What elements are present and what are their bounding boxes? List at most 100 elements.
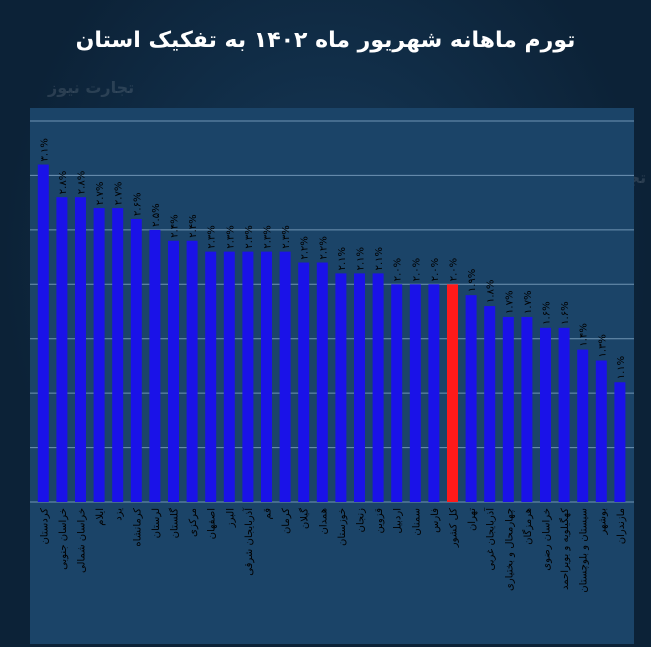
value-label-14: ۲.۳% [281, 225, 292, 248]
value-label-5: ۲.۷% [114, 182, 125, 205]
value-label-3: ۲.۸% [77, 171, 88, 194]
bar-20 [391, 284, 403, 502]
category-label-22: فارس [430, 508, 441, 533]
value-label-27: ۱.۷% [523, 291, 534, 314]
bar-23 [447, 284, 458, 502]
value-label-6: ۲.۶% [132, 193, 143, 216]
value-label-12: ۲.۳% [244, 225, 255, 248]
category-label-1: کردستان [39, 508, 50, 545]
value-label-11: ۲.۳% [225, 225, 236, 248]
value-label-20: ۲.۰% [393, 258, 404, 281]
chart-title: تورم ماهانه شهریور ماه ۱۴۰۲ به تفکیک است… [75, 28, 576, 53]
category-label-18: زنجان [356, 508, 367, 533]
value-label-1: ۳.۱% [39, 138, 50, 161]
bar-14 [279, 251, 291, 502]
value-label-7: ۲.۵% [151, 203, 162, 226]
bar-2 [56, 197, 68, 502]
value-label-26: ۱.۷% [504, 291, 515, 314]
category-label-28: خراسان رضوی [542, 508, 553, 571]
bar-27 [521, 316, 533, 502]
bar-10 [205, 251, 217, 502]
bar-11 [223, 251, 235, 502]
bar-26 [502, 316, 514, 502]
category-label-14: کرمان [281, 508, 292, 534]
category-label-24: تهران [467, 508, 478, 531]
value-label-29: ۱.۶% [560, 301, 571, 324]
value-label-30: ۱.۴% [579, 323, 590, 346]
category-label-7: لرستان [151, 508, 162, 538]
watermark-top: تجارت نیوز [48, 78, 135, 97]
bar-25 [484, 306, 496, 502]
bar-7 [149, 229, 161, 502]
value-label-18: ۲.۱% [356, 247, 367, 270]
value-label-16: ۲.۲% [318, 236, 329, 259]
bar-17 [335, 273, 347, 502]
bar-29 [558, 327, 570, 502]
value-label-28: ۱.۶% [542, 301, 553, 324]
category-label-17: خوزستان [337, 508, 348, 546]
bar-1 [37, 164, 49, 503]
category-label-21: سمنان [411, 508, 422, 536]
category-label-19: قزوین [374, 508, 385, 534]
bar-21 [409, 284, 421, 502]
category-label-3: خراسان شمالی [77, 508, 88, 573]
bar-9 [186, 240, 198, 502]
bar-32 [614, 382, 626, 502]
value-label-2: ۲.۸% [58, 171, 69, 194]
bar-16 [316, 262, 328, 502]
category-label-25: آذربایجان غربی [484, 507, 497, 571]
bar-chart: ۳.۱% کردستان ۲.۸% خراسان جنوبی ۲.۸% خراسان شم… [30, 120, 634, 593]
value-label-32: ۱.۱% [616, 356, 627, 379]
value-label-23: ۲.۰% [449, 258, 460, 281]
bar-5 [112, 208, 124, 502]
value-label-13: ۲.۳% [263, 225, 274, 248]
value-label-9: ۲.۴% [188, 214, 199, 237]
value-label-31: ۱.۳% [597, 334, 608, 357]
value-label-19: ۲.۱% [374, 247, 385, 270]
category-label-32: مازندران [616, 508, 627, 544]
category-label-5: یزد [114, 508, 125, 521]
plot-area: ۳.۱% کردستان ۲.۸% خراسان جنوبی ۲.۸% خراسان شم… [30, 108, 634, 644]
bar-4 [93, 208, 105, 502]
category-label-27: هرمزگان [522, 508, 534, 545]
bar-28 [540, 327, 551, 502]
bar-24 [465, 295, 477, 502]
value-label-22: ۲.۰% [430, 258, 441, 281]
category-label-16: همدان [318, 508, 329, 534]
category-label-29: کهگیلویه و بویراحمد [559, 508, 571, 590]
category-label-11: البرز [225, 508, 236, 528]
bar-30 [577, 349, 589, 502]
category-label-12: آذربایجان شرقی [242, 507, 255, 576]
value-label-21: ۲.۰% [411, 258, 422, 281]
category-label-30: سیستان و بلوچستان [579, 508, 590, 593]
value-label-15: ۲.۲% [300, 236, 311, 259]
bar-13 [261, 251, 272, 502]
category-label-13: قم [263, 508, 274, 520]
value-label-8: ۲.۴% [170, 214, 181, 237]
category-label-31: بوشهر [597, 508, 608, 535]
bar-12 [242, 251, 254, 502]
category-label-9: مرکزی [188, 508, 199, 537]
category-label-26: چهارمحال و بختیاری [504, 508, 515, 591]
value-label-4: ۲.۷% [95, 182, 106, 205]
bar-22 [428, 284, 440, 502]
category-label-10: اصفهان [207, 508, 218, 539]
bar-15 [298, 262, 310, 502]
category-label-4: ایلام [95, 508, 106, 526]
category-label-6: کرمانشاه [132, 508, 143, 547]
category-label-15: گیلان [299, 508, 311, 529]
category-label-8: گلستان [169, 508, 181, 539]
bar-6 [130, 218, 142, 502]
value-label-24: ۱.۹% [467, 269, 478, 292]
value-label-10: ۲.۳% [207, 225, 218, 248]
bar-3 [75, 197, 86, 502]
bar-8 [168, 240, 179, 502]
category-label-2: خراسان جنوبی [58, 508, 69, 570]
category-label-20: اردبیل [393, 508, 404, 533]
bar-31 [595, 360, 607, 502]
bar-18 [354, 273, 365, 502]
value-label-17: ۲.۱% [337, 247, 348, 270]
category-label-23: کل کشور [449, 508, 460, 548]
bar-19 [372, 273, 384, 502]
